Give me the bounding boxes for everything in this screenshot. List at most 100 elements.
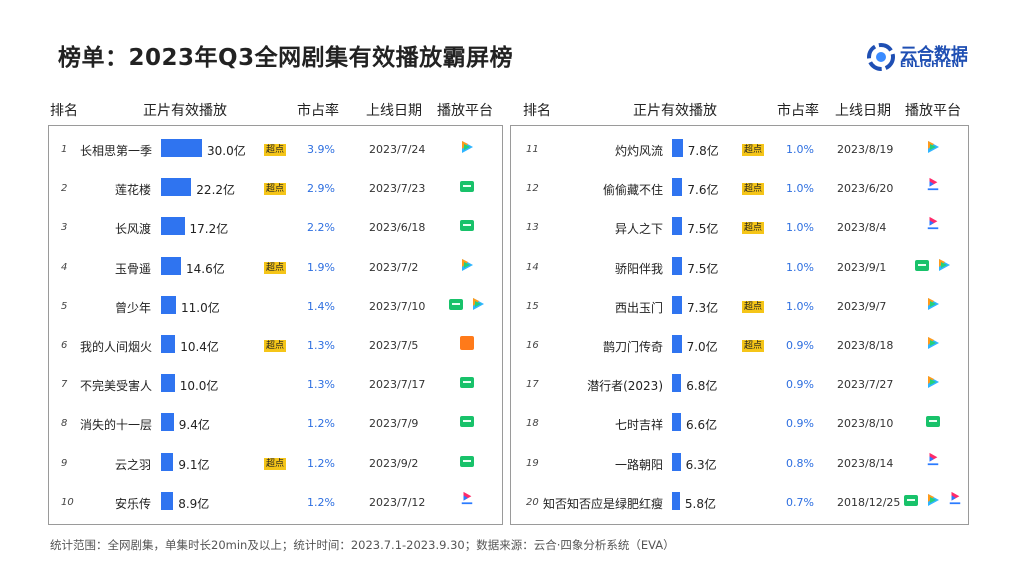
tencent-video-icon: [939, 258, 950, 271]
drama-name: 灼灼风流: [614, 144, 663, 158]
views-value: 7.3亿: [687, 300, 719, 315]
views-value: 17.2亿: [189, 222, 229, 237]
market-share: 1.0%: [786, 260, 814, 274]
views-value: 7.8亿: [687, 144, 719, 158]
views-bar: [161, 335, 176, 353]
table-row: 7 不完美受害人 10.0亿 1.3% 2023/7/17: [49, 370, 502, 400]
views-bar: [161, 374, 175, 393]
views-bar: [161, 178, 192, 197]
super-point-tag: 超点: [264, 457, 287, 470]
market-share: 1.0%: [786, 182, 814, 196]
super-point-tag: 超点: [264, 261, 287, 274]
market-share: 0.9%: [786, 339, 814, 352]
rank-number: 6: [61, 340, 68, 351]
release-date: 2023/7/10: [369, 299, 426, 313]
views-value: 7.5亿: [687, 222, 719, 237]
market-share: 3.9%: [307, 143, 335, 156]
youku-icon: [927, 217, 939, 230]
release-date: 2023/9/1: [837, 260, 887, 274]
drama-name: 曾少年: [114, 300, 151, 315]
market-share: 1.3%: [307, 339, 335, 352]
views-value: 7.5亿: [687, 261, 719, 276]
rank-number: 11: [526, 144, 539, 155]
rank-number: 5: [61, 300, 68, 312]
views-value: 9.4亿: [178, 418, 210, 433]
drama-name: 莲花楼: [114, 183, 151, 198]
page-title: 榜单：2023年Q3全网剧集有效播放霸屏榜: [58, 45, 514, 71]
brand-logo: 云合数据 ENLIGHTENT: [866, 40, 976, 74]
rank-number: 15: [526, 300, 539, 312]
release-date: 2023/9/2: [369, 456, 419, 470]
views-bar: [672, 452, 681, 471]
views-bar: [161, 452, 174, 471]
drama-name: 不完美受害人: [80, 379, 153, 394]
mango-tv-icon: [460, 336, 474, 350]
logo-text-en: ENLIGHTENT: [900, 60, 966, 70]
rank-number: 4: [61, 261, 68, 273]
footer-note: 统计范围：全网剧集，单集时长20min及以上；统计时间：2023.7.1-202…: [50, 538, 675, 552]
rank-number: 7: [61, 379, 68, 391]
iqiyi-icon: [460, 181, 474, 193]
drama-name: 偷偷藏不住: [602, 183, 663, 198]
views-value: 10.0亿: [179, 379, 219, 394]
column-header-rank: 排名: [50, 103, 78, 119]
drama-name: 玉骨遥: [114, 261, 151, 276]
drama-name: 潜行者(2023): [587, 379, 663, 394]
release-date: 2023/8/18: [837, 339, 894, 352]
column-header-platform: 播放平台: [437, 103, 493, 119]
market-share: 1.0%: [786, 221, 814, 235]
table-row: 9 云之羽 9.1亿 超点 1.2% 2023/9/2: [49, 449, 502, 479]
super-point-tag: 超点: [264, 340, 287, 352]
views-bar: [672, 178, 683, 197]
rank-number: 16: [526, 340, 539, 351]
tencent-video-icon: [928, 297, 939, 310]
drama-name: 消失的十一层: [80, 418, 153, 433]
drama-name: 云之羽: [114, 457, 151, 472]
views-bar: [672, 295, 682, 314]
views-bar: [672, 335, 682, 353]
rank-number: 13: [526, 222, 539, 234]
market-share: 1.4%: [307, 299, 335, 313]
iqiyi-icon: [915, 259, 929, 271]
logo-icon: [867, 43, 895, 71]
rank-number: 14: [526, 261, 539, 273]
rank-number: 2: [61, 183, 68, 195]
market-share: 0.9%: [786, 417, 814, 431]
table-row: 10 安乐传 8.9亿 1.2% 2023/7/12: [49, 488, 502, 518]
iqiyi-icon: [460, 416, 474, 428]
views-value: 10.4亿: [180, 340, 219, 354]
table-row: 2 莲花楼 22.2亿 超点 2.9% 2023/7/23: [49, 174, 502, 204]
table-row: 17 潜行者(2023) 6.8亿 0.9% 2023/7/27: [511, 370, 968, 400]
rank-number: 8: [61, 418, 68, 430]
rank-number: 9: [61, 457, 68, 469]
views-value: 30.0亿: [207, 144, 246, 158]
market-share: 2.2%: [307, 221, 335, 235]
table-row: 3 长风渡 17.2亿 2.2% 2023/6/18: [49, 213, 502, 243]
super-point-tag: 超点: [742, 340, 765, 352]
rank-number: 20: [526, 496, 539, 508]
views-bar: [672, 491, 680, 510]
market-share: 2.9%: [307, 182, 335, 196]
release-date: 2023/7/12: [369, 495, 426, 509]
table-row: 13 异人之下 7.5亿 超点 1.0% 2023/8/4: [511, 213, 968, 243]
views-value: 5.8亿: [684, 496, 716, 511]
views-bar: [672, 217, 683, 236]
column-header-rank: 排名: [523, 103, 551, 119]
column-header-platform: 播放平台: [905, 103, 961, 119]
drama-name: 我的人间烟火: [80, 340, 153, 354]
table-row: 5 曾少年 11.0亿 1.4% 2023/7/10: [49, 292, 502, 322]
iqiyi-icon: [460, 455, 474, 467]
youku-icon: [461, 491, 473, 504]
release-date: 2023/6/20: [837, 182, 894, 196]
column-header-date: 上线日期: [366, 103, 422, 119]
views-bar: [672, 139, 683, 157]
rank-number: 3: [61, 222, 68, 234]
drama-name: 一路朝阳: [614, 457, 663, 472]
views-value: 7.6亿: [687, 183, 719, 198]
drama-name: 西出玉门: [614, 300, 663, 315]
rank-number: 12: [526, 183, 539, 195]
youku-icon: [927, 452, 939, 465]
market-share: 0.8%: [786, 456, 814, 470]
market-share: 1.0%: [786, 299, 814, 313]
drama-name: 安乐传: [114, 496, 151, 511]
